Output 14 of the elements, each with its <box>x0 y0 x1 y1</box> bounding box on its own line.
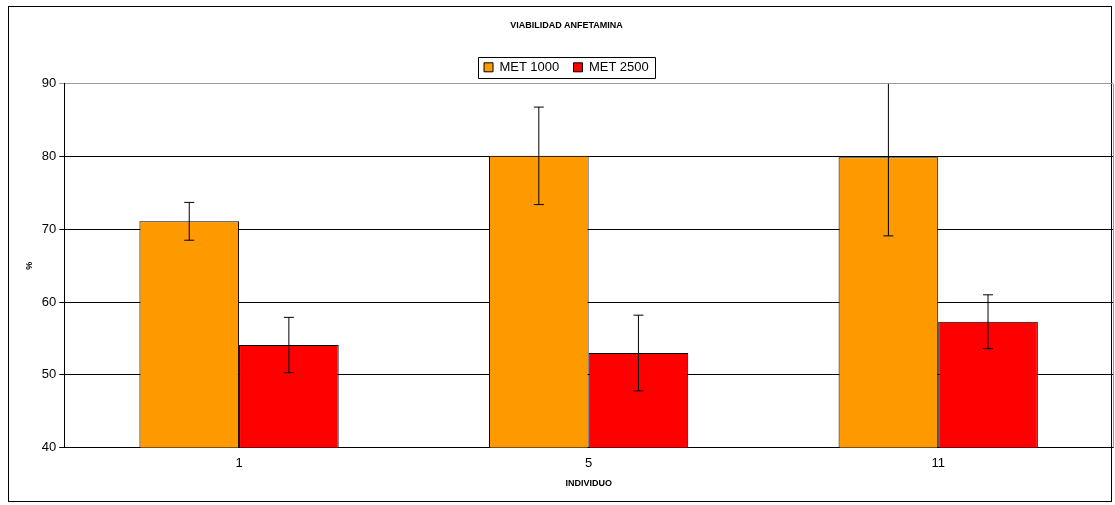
y-axis-title: % <box>23 261 34 270</box>
y-tick-label: 80 <box>41 148 57 164</box>
x-axis-title: INDIVIDUO <box>565 478 612 489</box>
x-tick-label: 1 <box>235 454 243 470</box>
y-tick-label: 90 <box>41 75 57 91</box>
y-tick-label: 60 <box>41 293 57 309</box>
y-tick-label: 40 <box>41 439 57 455</box>
x-tick-label: 11 <box>931 454 945 470</box>
chart-title: VIABILIDAD ANFETAMINA <box>510 19 624 30</box>
x-tick-label: 5 <box>585 454 593 470</box>
legend-label: MET 1000 <box>499 58 560 74</box>
y-tick-label: 50 <box>41 366 57 382</box>
y-tick-label: 70 <box>41 220 57 236</box>
legend-label: MET 2500 <box>589 58 649 74</box>
